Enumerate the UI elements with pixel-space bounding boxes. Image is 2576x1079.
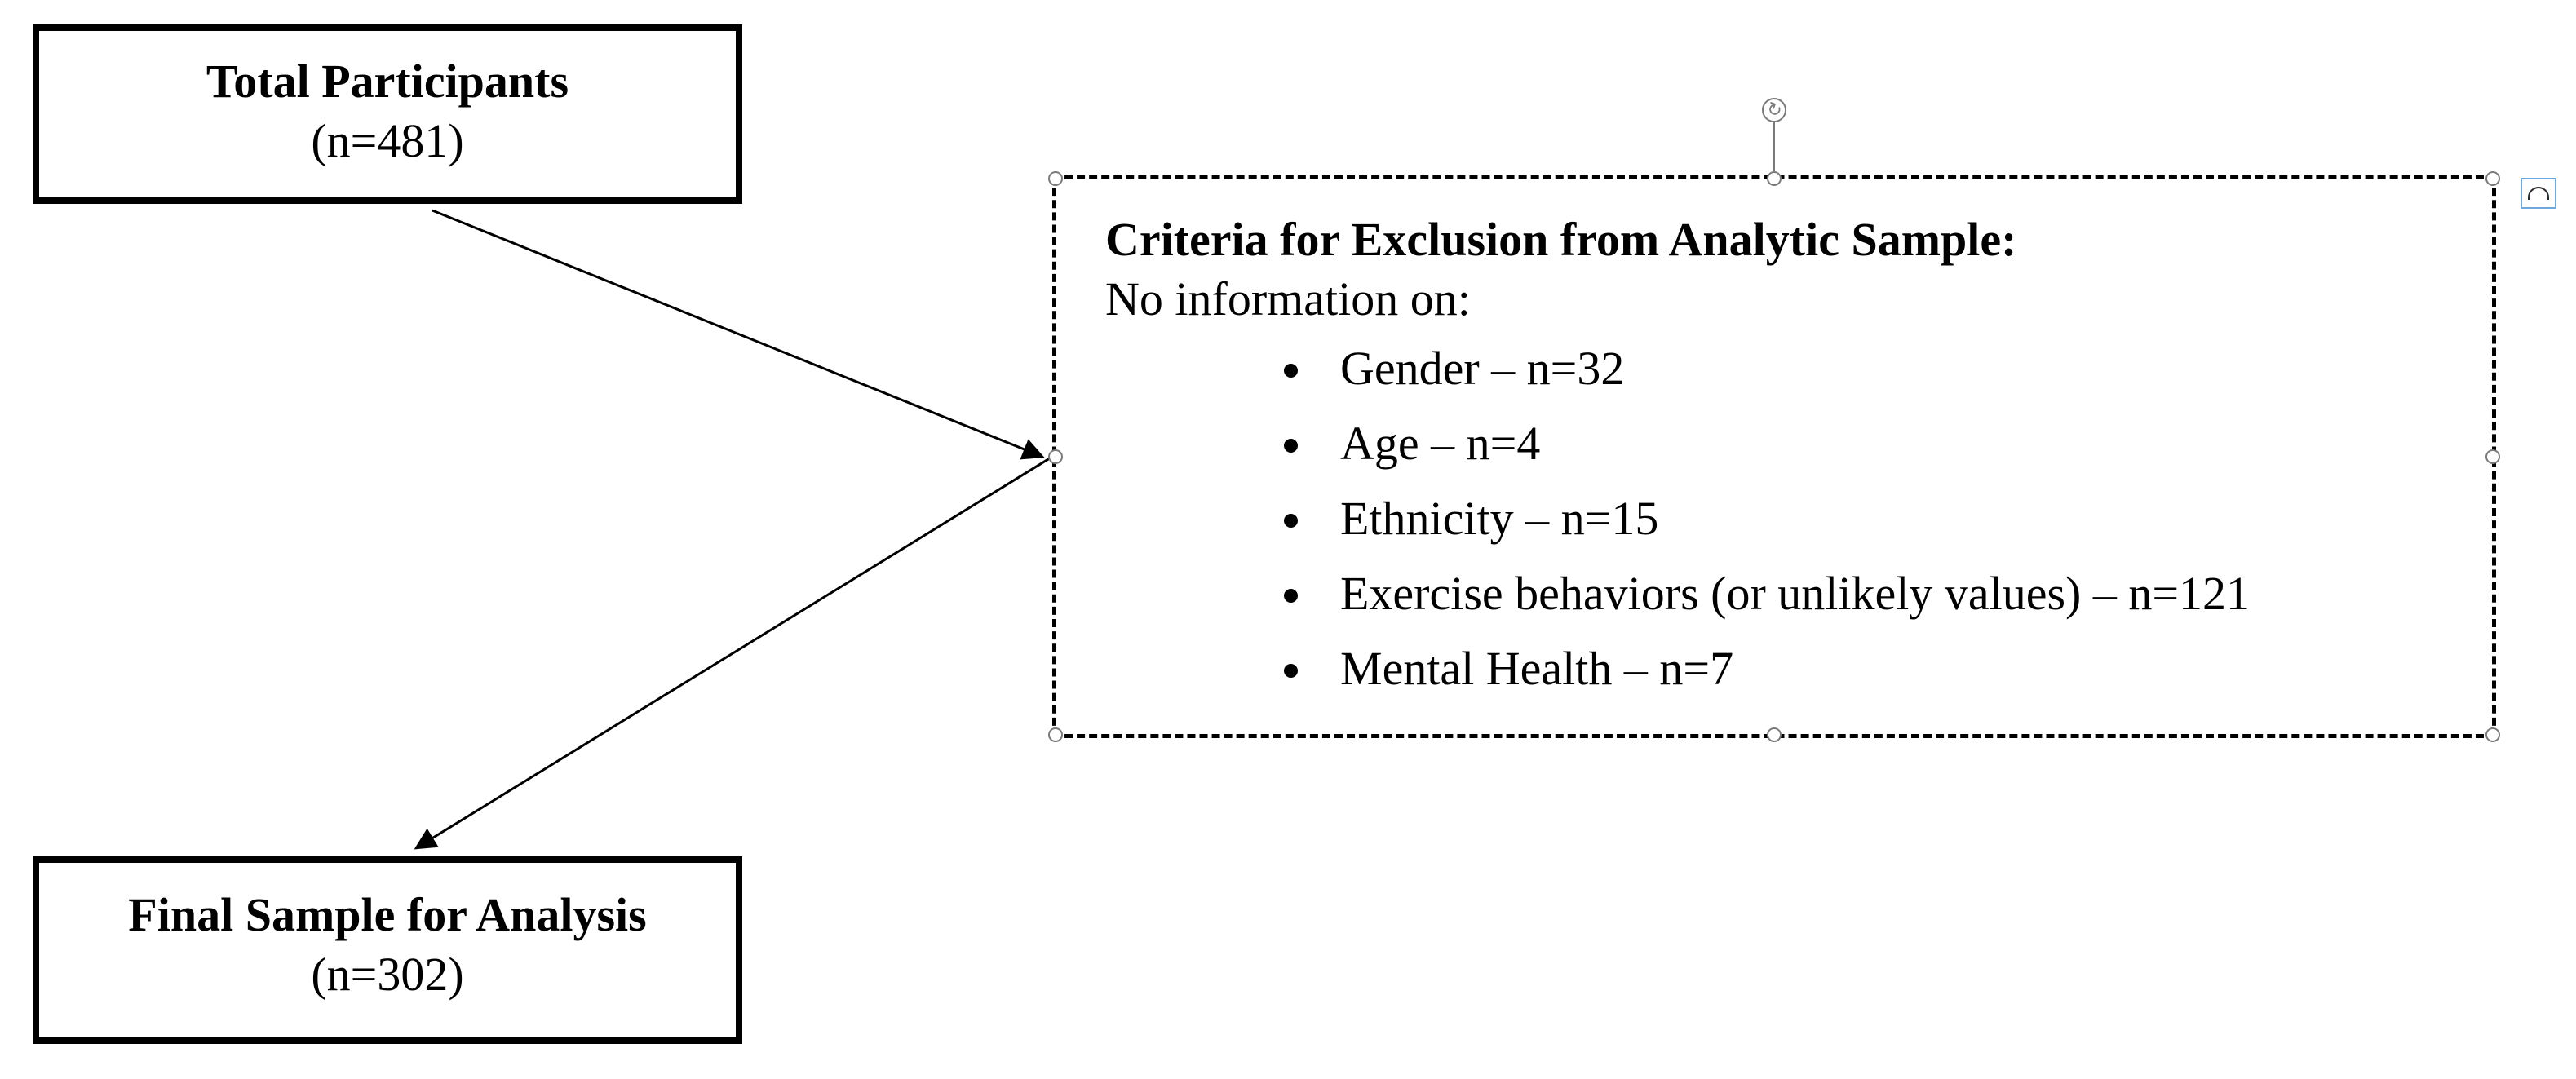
selection-handle-icon[interactable]	[1767, 171, 1782, 186]
criteria-bullet: Gender – n=32	[1317, 334, 2443, 403]
criteria-subtitle: No information on:	[1105, 272, 2443, 326]
total-title: Total Participants	[39, 54, 736, 108]
selection-handle-icon[interactable]	[1048, 727, 1063, 742]
selection-handle-icon[interactable]	[2485, 727, 2500, 742]
rotation-handle-icon[interactable]: ↻	[1762, 98, 1786, 122]
box-final-sample[interactable]: Final Sample for Analysis (n=302)	[33, 856, 742, 1044]
criteria-bullet: Age – n=4	[1317, 409, 2443, 478]
criteria-bullet: Mental Health – n=7	[1317, 635, 2443, 703]
criteria-bullet-list: Gender – n=32 Age – n=4 Ethnicity – n=15…	[1105, 334, 2443, 703]
selection-handle-icon[interactable]	[1767, 727, 1782, 742]
rotation-stem-icon	[1773, 122, 1775, 171]
selection-handle-icon[interactable]	[1048, 171, 1063, 186]
connector-total-to-criteria	[432, 210, 1042, 457]
layout-options-icon[interactable]	[2521, 178, 2556, 209]
connector-criteria-to-final	[416, 457, 1052, 848]
final-n: (n=302)	[39, 947, 736, 1002]
box-exclusion-criteria[interactable]: Criteria for Exclusion from Analytic Sam…	[1052, 175, 2496, 738]
box-total-participants[interactable]: Total Participants (n=481)	[33, 24, 742, 204]
criteria-title: Criteria for Exclusion from Analytic Sam…	[1105, 212, 2443, 267]
criteria-bullet: Ethnicity – n=15	[1317, 484, 2443, 553]
selection-handle-icon[interactable]	[2485, 449, 2500, 464]
total-n: (n=481)	[39, 113, 736, 168]
selection-handle-icon[interactable]	[2485, 171, 2500, 186]
diagram-canvas: Total Participants (n=481) Final Sample …	[0, 0, 2576, 1079]
layout-options-glyph-icon	[2528, 187, 2549, 200]
selection-handle-icon[interactable]	[1048, 449, 1063, 464]
final-title: Final Sample for Analysis	[39, 887, 736, 942]
criteria-bullet: Exercise behaviors (or unlikely values) …	[1317, 559, 2443, 628]
